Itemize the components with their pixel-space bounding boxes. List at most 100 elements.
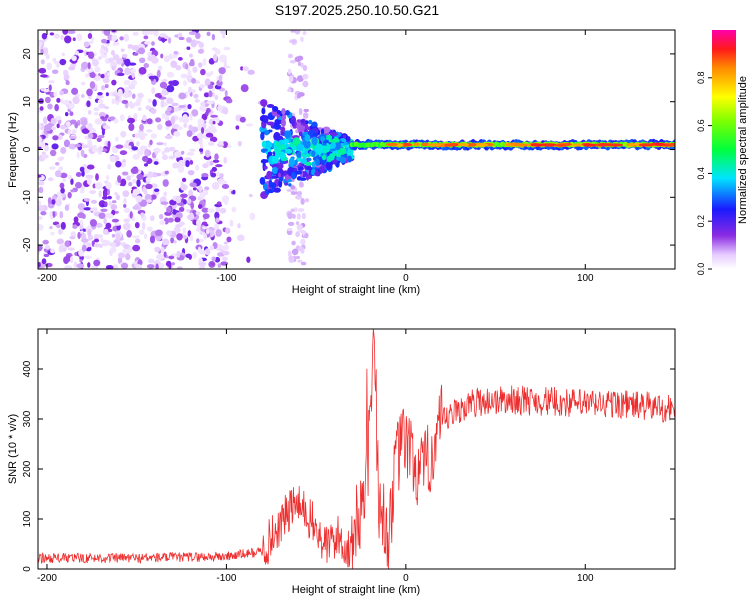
- heatmap-cell: [298, 131, 303, 137]
- heatmap-cell: [276, 162, 284, 170]
- heatmap-cell: [76, 263, 85, 269]
- heatmap-cell: [141, 221, 146, 230]
- heatmap-cell: [41, 32, 48, 40]
- heatmap-cell: [97, 134, 105, 139]
- heatmap-cell: [100, 73, 105, 79]
- heatmap-cell: [143, 163, 149, 167]
- heatmap-cell: [303, 139, 311, 149]
- heatmap-cell: [144, 41, 151, 45]
- heatmap-cell: [170, 60, 178, 68]
- heatmap-cell: [318, 166, 325, 174]
- heatmap-cell: [291, 213, 296, 219]
- heatmap-cell: [111, 30, 116, 33]
- heatmap-cell: [183, 80, 187, 87]
- heatmap-cell: [308, 119, 313, 125]
- heatmap-cell: [294, 56, 302, 63]
- heatmap-cell: [155, 263, 159, 269]
- heatmap-cell: [280, 118, 286, 127]
- heatmap-cell: [76, 151, 80, 159]
- heatmap-cell: [79, 166, 85, 172]
- heatmap-cell: [85, 174, 94, 179]
- heatmap-cell: [49, 32, 55, 36]
- heatmap-cell: [105, 181, 112, 190]
- heatmap-cell: [329, 132, 338, 137]
- heatmap-cell: [137, 106, 142, 111]
- heatmap-cell: [55, 115, 62, 121]
- heatmap-cell: [81, 128, 90, 135]
- heatmap-cell: [168, 155, 176, 160]
- heatmap-cell: [64, 240, 71, 247]
- heatmap-cell: [198, 84, 206, 88]
- heatmap-cell: [275, 119, 283, 125]
- heatmap-cell: [214, 48, 221, 55]
- heatmap-cell: [105, 175, 110, 181]
- heatmap-cell: [628, 143, 635, 147]
- heatmap-cell: [263, 115, 269, 124]
- heatmap-cell: [211, 166, 218, 172]
- heatmap-cell: [294, 170, 303, 175]
- heatmap-cell: [168, 53, 174, 60]
- heatmap-cell: [115, 136, 119, 142]
- heatmap-cell: [206, 31, 211, 37]
- heatmap-cell: [288, 75, 294, 83]
- heatmap-cell: [102, 239, 109, 247]
- spectrogram-xlabel: Height of straight line (km): [292, 284, 420, 296]
- heatmap-cell: [296, 119, 302, 123]
- heatmap-cell: [296, 151, 302, 158]
- heatmap-cell: [223, 197, 229, 206]
- heatmap-cell: [214, 94, 219, 101]
- heatmap-cell: [104, 106, 110, 110]
- heatmap-cell: [541, 143, 557, 147]
- heatmap-cell: [128, 83, 136, 90]
- colorbar-tick-label: 0.4: [696, 167, 706, 180]
- heatmap-cell: [299, 125, 305, 133]
- heatmap-cell: [180, 193, 188, 199]
- heatmap-cell: [132, 205, 140, 210]
- heatmap-cell: [59, 182, 65, 189]
- heatmap-cell: [107, 228, 113, 232]
- heatmap-cell: [166, 106, 172, 112]
- heatmap-cell: [142, 155, 149, 162]
- heatmap-cell: [173, 107, 180, 112]
- heatmap-cell: [101, 38, 108, 44]
- heatmap-cell: [207, 84, 214, 90]
- heatmap-cell: [202, 163, 209, 169]
- heatmap-cell: [214, 153, 219, 161]
- heatmap-cell: [72, 224, 78, 229]
- colorbar-ticks: 0.0 0.2 0.4 0.6 0.8: [696, 72, 712, 275]
- heatmap-cell: [245, 123, 254, 127]
- heatmap-cell: [249, 212, 256, 221]
- heatmap-cell: [186, 130, 193, 137]
- heatmap-cell: [215, 229, 222, 237]
- heatmap-cell: [149, 235, 156, 244]
- heatmap-cell: [188, 189, 194, 198]
- heatmap-cell: [93, 75, 101, 82]
- heatmap-cell: [286, 227, 293, 232]
- heatmap-cell: [38, 204, 45, 212]
- heatmap-cell: [413, 142, 421, 146]
- heatmap-cell: [178, 104, 186, 108]
- heatmap-cell: [61, 193, 66, 198]
- heatmap-cell: [127, 92, 132, 97]
- heatmap-cell: [223, 59, 227, 68]
- heatmap-cell: [85, 73, 90, 78]
- heatmap-cell: [72, 37, 76, 42]
- heatmap-cell: [290, 208, 295, 212]
- heatmap-cell: [40, 59, 45, 65]
- heatmap-cell: [188, 86, 193, 94]
- heatmap-cell: [41, 151, 46, 155]
- heatmap-cell: [296, 75, 304, 82]
- heatmap-cell: [287, 68, 292, 75]
- heatmap-cell: [106, 188, 111, 196]
- heatmap-cell: [64, 111, 69, 117]
- heatmap-cell: [56, 223, 61, 229]
- heatmap-cell: [75, 171, 82, 178]
- heatmap-cell: [134, 101, 141, 107]
- heatmap-cell: [105, 264, 114, 269]
- heatmap-cell: [58, 228, 62, 235]
- heatmap-cell: [166, 71, 175, 78]
- heatmap-cell: [328, 153, 335, 161]
- heatmap-cell: [278, 180, 283, 188]
- heatmap-cell: [173, 131, 181, 137]
- heatmap-cell: [181, 150, 185, 155]
